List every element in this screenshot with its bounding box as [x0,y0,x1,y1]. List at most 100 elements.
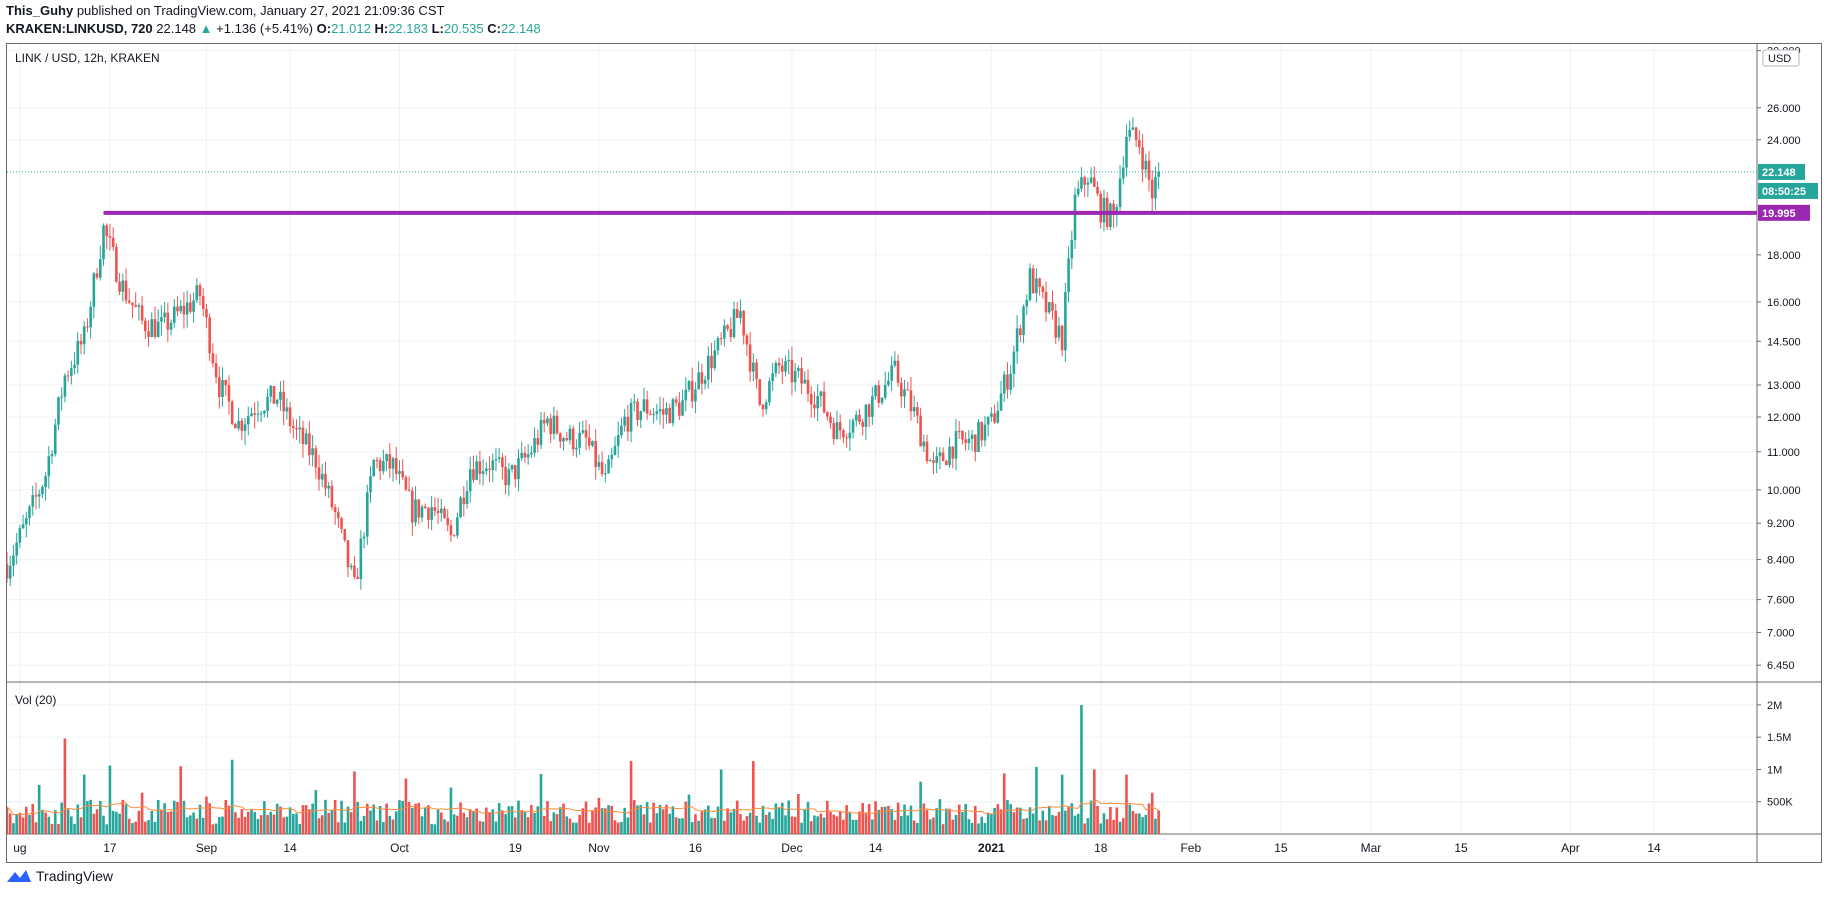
candle [137,302,141,321]
price-axis-tick-label: 18.000 [1767,250,1801,262]
volume-bar [758,822,762,834]
volume-bar [320,815,324,834]
candle [961,430,964,445]
time-axis-tick-label: ug [13,841,26,855]
volume-bar [66,809,70,834]
volume-bar [513,817,517,834]
candle-body [800,367,803,384]
candle [224,379,228,397]
volume-bar [21,817,25,834]
candle-body [809,393,813,405]
volume-bar [285,816,289,834]
candle-body [1089,177,1093,183]
candle [900,377,903,408]
chart-title: LINK / USD, 12h, KRAKEN [15,51,160,65]
candle [755,358,758,389]
candle [182,292,186,329]
price-axis-tick-label: 7.000 [1767,627,1795,639]
candle [131,302,134,319]
chart-frame[interactable]: 30.00026.00024.00018.00016.00014.50013.0… [6,43,1822,863]
volume-bar [1019,807,1022,834]
volume-bar [269,811,273,834]
candle-body [681,400,684,416]
volume-bar [140,792,144,834]
volume-bar [333,799,337,834]
candle [230,399,234,426]
volume-bar [655,813,659,834]
candle-body [1067,258,1070,293]
volume-bar [903,804,906,834]
volume-bar [430,824,433,834]
candle-body [661,409,665,415]
candle [28,504,31,526]
time-axis-tick-label: 15 [1274,841,1288,855]
candle [346,539,350,578]
candle-body [967,438,971,443]
candle-body [317,467,321,480]
time-axis-tick-label: 18 [1094,841,1108,855]
volume-bar [137,810,141,834]
candle-body [1012,351,1016,374]
volume-bar [1150,792,1154,834]
volume-bar [1051,815,1054,834]
volume-bar [365,803,369,834]
candle [549,413,552,443]
candle [571,425,575,456]
volume-bar [835,816,839,834]
candle-body [1031,268,1035,294]
volume-bar [645,802,649,834]
candle [47,446,51,489]
footer-brand[interactable]: TradingView [6,868,113,884]
volume-bar [928,819,932,834]
volume-bar [1109,806,1112,834]
candle-body [433,507,437,511]
candle [1118,164,1122,211]
volume-bar [919,781,922,834]
volume-bar [1083,823,1086,834]
candle [430,495,433,531]
candle-body [536,438,540,445]
price-chart[interactable]: 30.00026.00024.00018.00016.00014.50013.0… [7,44,1821,862]
volume-bar [636,805,639,834]
author-name[interactable]: This_Guhy [6,3,74,18]
candle-body [330,485,334,508]
candle-body [951,446,955,459]
volume-bar [578,814,581,834]
candle [156,309,160,338]
volume-bar [298,823,302,834]
volume-bar [639,805,643,834]
candle [166,302,170,343]
candle-body [176,306,179,312]
volume-bar [507,806,511,834]
close-label: C: [487,21,501,36]
candle-body [999,393,1003,411]
candle-body [340,518,343,530]
candle-body [31,495,35,507]
candle-body [568,428,572,441]
candle [687,380,691,393]
candle-body [636,401,639,421]
candle-body [398,471,401,474]
volume-bar [144,821,147,834]
candle-body [50,453,54,457]
volume-bar [172,800,176,834]
volume-bar [568,818,572,834]
volume-axis-tick-label: 1.5M [1767,732,1791,744]
candle [253,402,257,429]
candle [594,429,597,480]
candle [700,363,704,395]
candle [845,433,848,448]
candle-body [533,438,536,453]
candle-body [401,471,404,478]
price-axis-tick-label: 13.000 [1767,380,1801,392]
candle-body [1038,278,1041,287]
candle [459,495,462,518]
candle-body [906,389,910,391]
volume-bar [826,800,829,834]
candle-body [591,441,594,446]
candle-body [147,331,150,337]
candle-body [549,418,552,435]
candle [475,455,478,481]
candle-body [15,542,18,556]
candle-body [732,309,736,338]
